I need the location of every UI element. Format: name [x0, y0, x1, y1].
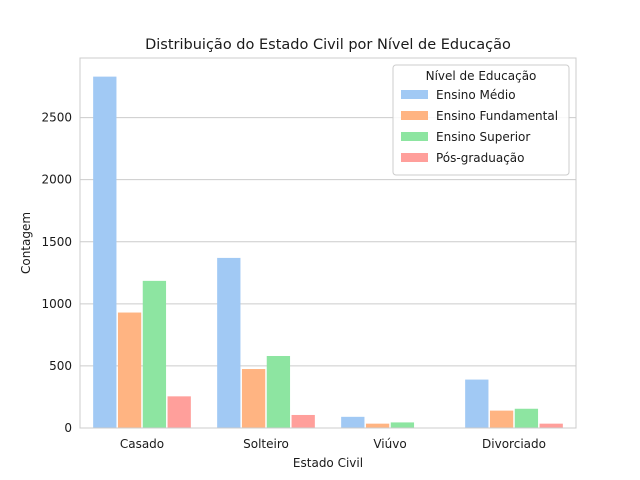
y-axis-label: Contagem: [19, 212, 33, 274]
chart-title: Distribuição do Estado Civil por Nível d…: [145, 37, 511, 53]
x-axis-label: Estado Civil: [293, 456, 363, 470]
bar: [117, 312, 142, 428]
bar: [241, 369, 266, 428]
legend: Nível de Educação Ensino Médio Ensino Fun…: [392, 64, 570, 176]
legend-swatch: [401, 111, 428, 120]
legend-box: [392, 64, 570, 176]
bars-group: [93, 76, 563, 429]
legend-items: Ensino Médio Ensino Fundamental Ensino Sup…: [401, 88, 558, 165]
bar: [291, 414, 315, 428]
bar: [539, 423, 563, 428]
legend-label: Ensino Fundamental: [436, 109, 558, 123]
x-tick-labels: Casado Solteiro Viúvo Divorciado: [120, 437, 546, 451]
y-tick-label: 1500: [41, 235, 72, 249]
y-tick-label: 2000: [41, 173, 72, 187]
y-tick-labels: 0 500 1000 1500 2000 2500: [41, 111, 72, 435]
bar: [142, 280, 167, 428]
y-tick-label: 500: [49, 359, 72, 373]
y-tick-label: 0: [64, 421, 72, 435]
plot-frame: [79, 57, 577, 429]
bar: [266, 355, 291, 428]
legend-swatch: [401, 153, 428, 162]
bar: [365, 423, 390, 428]
bar: [514, 408, 539, 428]
legend-label: Ensino Superior: [436, 130, 530, 144]
bar: [489, 410, 514, 428]
legend-label: Pós-graduação: [436, 151, 525, 165]
bar: [93, 76, 117, 429]
legend-label: Ensino Médio: [436, 88, 516, 102]
x-tick-label: Divorciado: [482, 437, 546, 451]
bar: [167, 396, 191, 428]
legend-swatch: [401, 90, 428, 99]
bar: [465, 379, 489, 428]
y-tick-label: 2500: [41, 111, 72, 125]
x-tick-label: Solteiro: [243, 437, 289, 451]
legend-swatch: [401, 132, 428, 141]
bar: [341, 416, 365, 428]
bar: [390, 422, 415, 428]
x-tick-label: Casado: [120, 437, 164, 451]
x-tick-label: Viúvo: [373, 437, 406, 451]
bar: [217, 257, 241, 428]
legend-title: Nível de Educação: [426, 69, 537, 83]
y-tick-label: 1000: [41, 297, 72, 311]
